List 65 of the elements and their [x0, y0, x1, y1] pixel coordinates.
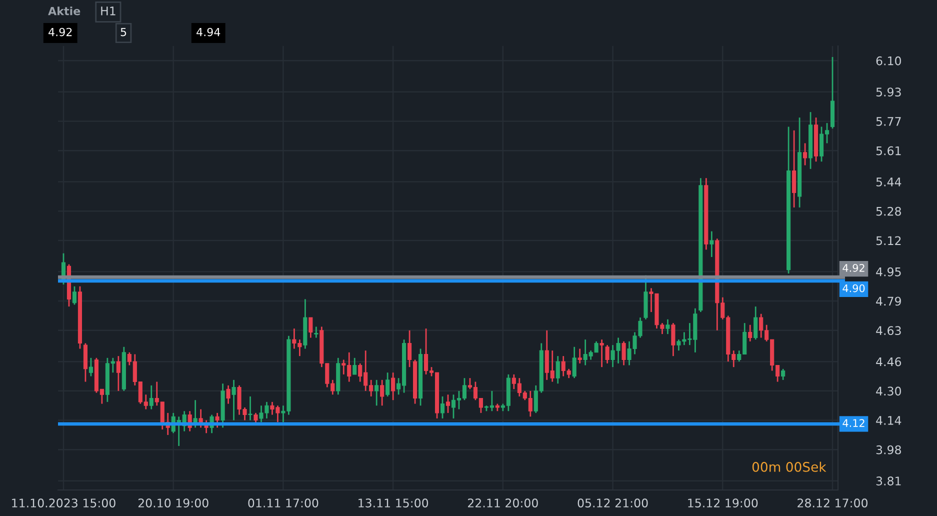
x-tick-label: 15.12 19:00	[688, 498, 758, 508]
candlestick	[556, 355, 560, 384]
y-tick-label: 4.63	[876, 326, 901, 336]
y-tick-label: 5.44	[876, 178, 902, 186]
y-tick-label: 5.28	[876, 206, 901, 216]
candlestick	[572, 346, 576, 379]
annotation: 00m 00Sek	[752, 462, 826, 472]
y-tick-label: 4.30	[876, 386, 901, 396]
candlestick	[72, 286, 77, 306]
candlestick	[391, 372, 396, 401]
candlestick	[666, 318, 670, 335]
candlestick	[380, 379, 384, 406]
candlestick	[440, 396, 445, 420]
candlestick	[803, 142, 808, 166]
x-tick-label: 22.11 20:00	[468, 498, 538, 508]
x-tick-label: 13.11 15:00	[358, 498, 428, 508]
y-tick-label: 4.95	[876, 267, 901, 276]
candlestick	[116, 355, 120, 392]
candlestick	[314, 326, 318, 338]
candlestick	[83, 342, 88, 382]
candlestick	[600, 338, 604, 368]
x-tick-label: 01.11 17:00	[248, 498, 318, 508]
y-tick-label: 5.12	[876, 236, 901, 246]
candlestick	[710, 230, 714, 258]
candlestick	[232, 379, 236, 421]
candlestick	[748, 324, 752, 342]
candlestick	[754, 306, 758, 340]
text: 4.94	[196, 28, 220, 36]
candlestick	[446, 394, 450, 414]
candlestick	[781, 368, 786, 381]
candlestick	[88, 357, 93, 377]
candlestick	[386, 372, 390, 398]
candlestick	[671, 322, 676, 357]
y-tick-label: 5.93	[876, 88, 901, 97]
y-tick-label: 3.98	[876, 445, 901, 454]
y-tick-label: 4.79	[876, 296, 901, 306]
candlestick	[408, 330, 412, 368]
candlestick	[149, 384, 154, 410]
candlestick	[578, 348, 582, 364]
candlestick	[215, 412, 220, 428]
text: 4.92	[48, 28, 72, 36]
x-tick-label: 28.12 17:00	[798, 498, 868, 508]
ref-line-label: 4.92	[842, 264, 864, 272]
chart-subtitle: Aktie	[48, 6, 80, 16]
text: 5	[120, 28, 126, 36]
candlestick	[226, 384, 230, 404]
candlestick	[308, 316, 313, 338]
x-tick-label: 20.10 19:00	[138, 498, 208, 508]
y-tick-label: 5.77	[876, 117, 901, 126]
ref-line-label: 4.90	[842, 284, 865, 292]
x-tick-label: 11.10.2023 15:00	[12, 498, 116, 508]
candlestick	[622, 340, 626, 366]
candlestick	[352, 357, 357, 376]
candlestick	[605, 344, 610, 364]
y-tick-label: 4.14	[876, 416, 902, 425]
candlestick	[374, 379, 379, 406]
candlestick	[792, 130, 796, 208]
y-tick-label: 4.46	[876, 357, 902, 366]
text: H1	[101, 6, 116, 16]
candlestick	[248, 396, 252, 421]
ref-line-label: 4.12	[842, 419, 864, 427]
y-tick-label: 5.61	[876, 146, 901, 156]
y-tick-label: 3.81	[876, 476, 901, 486]
y-tick-label: 6.10	[876, 56, 901, 66]
x-tick-label: 05.12 21:00	[578, 498, 648, 508]
